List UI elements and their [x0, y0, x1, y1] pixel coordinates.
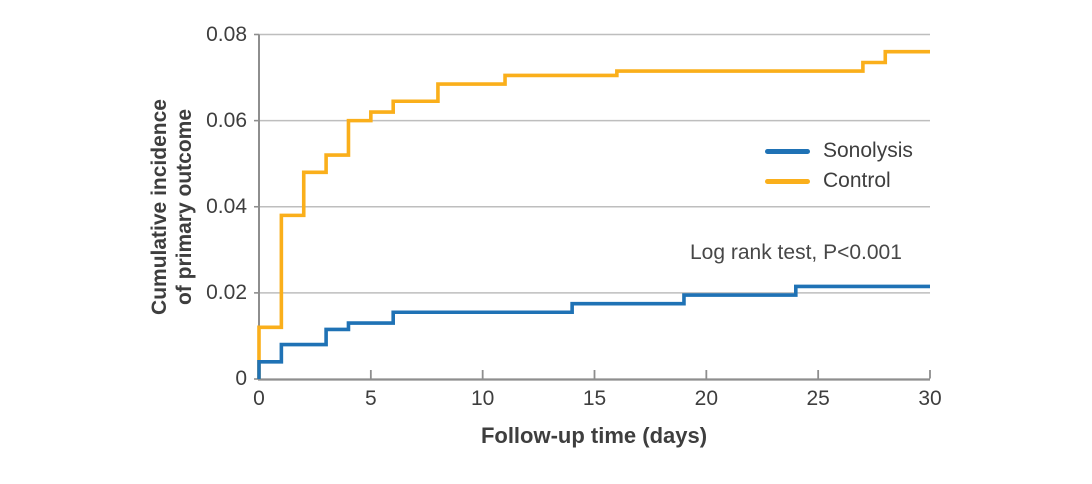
x-tick-label: 10 [470, 387, 495, 410]
y-tick-label: 0.06 [206, 108, 247, 132]
control-curve [257, 49, 930, 379]
x-tick-label: 0 [253, 387, 265, 410]
y-axis-title-line2: of primary outcome [173, 108, 196, 306]
sonolysis-line-swatch [765, 148, 810, 154]
legend-label-sonolysis: Sonolysis [823, 139, 913, 162]
legend: Sonolysis Control [765, 136, 913, 196]
legend-label-control: Control [823, 169, 891, 192]
x-tick-label: 5 [364, 387, 377, 410]
sonolysis-curve [257, 284, 930, 379]
log-rank-annotation: Log rank test, P<0.001 [690, 241, 902, 264]
legend-item-sonolysis: Sonolysis [765, 136, 913, 166]
y-axis-title: Cumulative incidence of primary outcome [147, 99, 197, 315]
legend-item-control: Control [765, 166, 913, 196]
y-tick-label: 0 [235, 367, 247, 390]
control-line-swatch [765, 178, 810, 184]
y-tick-label: 0.04 [206, 194, 247, 218]
y-tick-label: 0.02 [206, 280, 247, 304]
x-tick-label: 25 [806, 387, 830, 410]
x-tick-label: 20 [694, 387, 719, 410]
x-tick-label: 30 [918, 387, 942, 410]
y-tick-label: 0.08 [206, 22, 247, 46]
x-tick-label: 15 [582, 387, 607, 410]
y-axis-title-line1: Cumulative incidence [148, 99, 171, 315]
x-axis-title: Follow-up time (days) [480, 423, 708, 448]
